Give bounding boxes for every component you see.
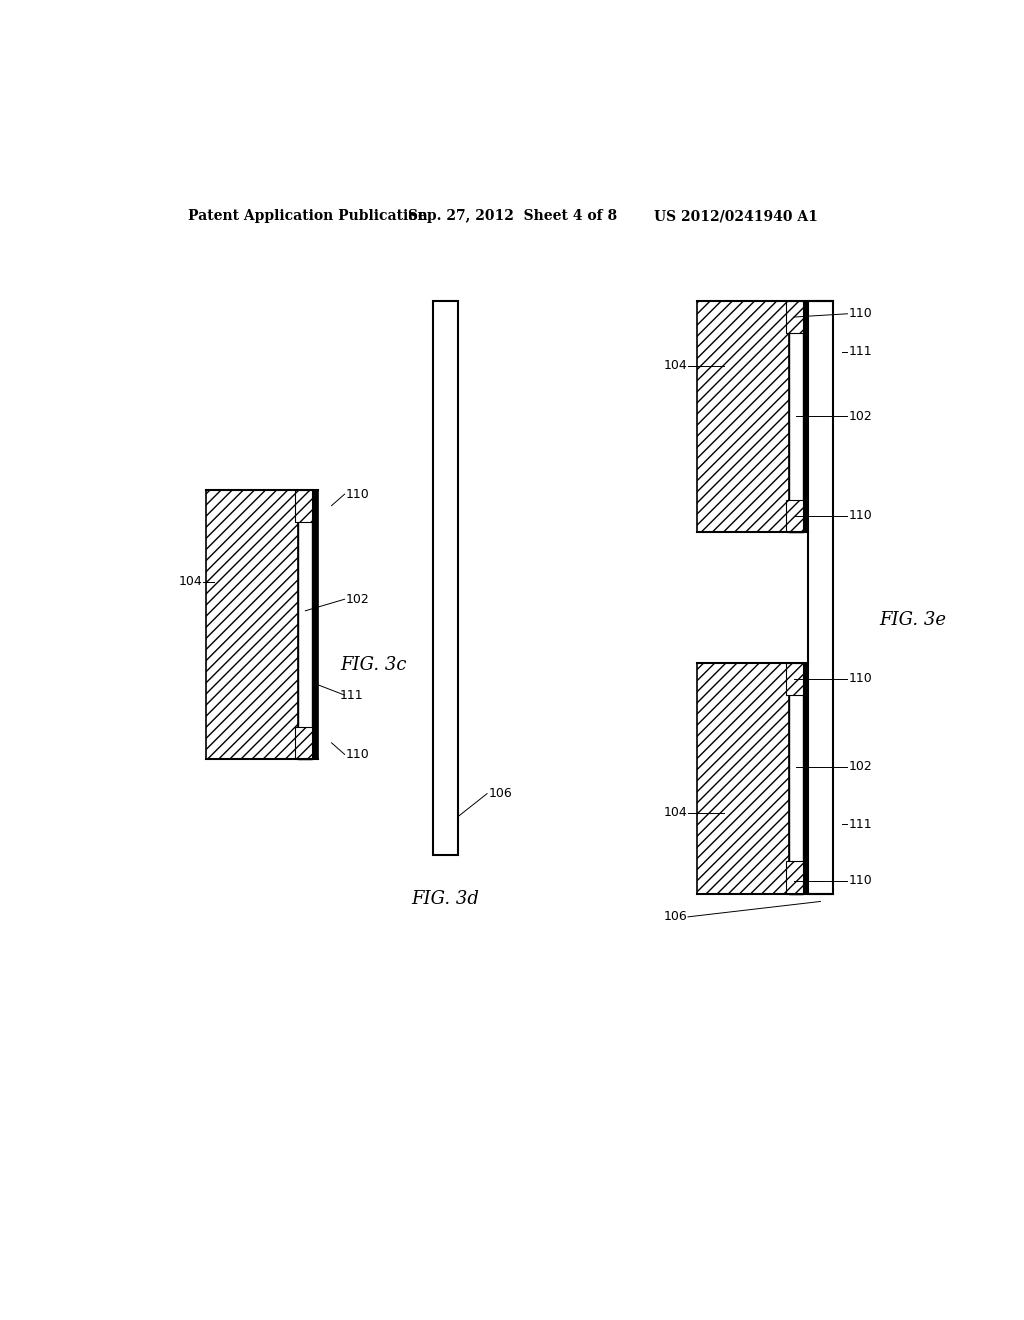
Text: 111: 111: [848, 345, 871, 358]
Text: FIG. 3d: FIG. 3d: [412, 890, 479, 908]
Text: US 2012/0241940 A1: US 2012/0241940 A1: [654, 209, 818, 223]
Text: FIG. 3c: FIG. 3c: [341, 656, 408, 673]
Bar: [803, 663, 808, 894]
Text: 102: 102: [848, 760, 872, 774]
Bar: [295, 490, 312, 521]
Bar: [785, 862, 803, 894]
Text: 110: 110: [848, 308, 872, 321]
Text: 102: 102: [848, 409, 872, 422]
Text: 106: 106: [664, 911, 687, 924]
Text: 111: 111: [848, 818, 871, 832]
Text: Patent Application Publication: Patent Application Publication: [188, 209, 428, 223]
Text: 110: 110: [848, 874, 872, 887]
Text: 104: 104: [664, 359, 687, 372]
Bar: [785, 301, 803, 333]
Text: Sep. 27, 2012  Sheet 4 of 8: Sep. 27, 2012 Sheet 4 of 8: [408, 209, 616, 223]
Bar: [298, 490, 312, 759]
Bar: [206, 490, 298, 759]
Text: 110: 110: [848, 510, 872, 523]
Text: 110: 110: [848, 672, 872, 685]
Bar: [788, 301, 803, 532]
Text: 110: 110: [345, 748, 369, 760]
Text: FIG. 3e: FIG. 3e: [879, 611, 946, 630]
Bar: [312, 490, 317, 759]
Bar: [295, 726, 312, 759]
Bar: [785, 663, 803, 696]
Bar: [696, 663, 788, 894]
Bar: [785, 499, 803, 532]
Bar: [803, 301, 808, 532]
Text: 106: 106: [488, 787, 512, 800]
Bar: [808, 301, 833, 894]
Text: 111: 111: [339, 689, 362, 702]
Text: 104: 104: [664, 807, 687, 820]
Text: 104: 104: [178, 576, 202, 589]
Bar: [433, 301, 458, 855]
Bar: [788, 663, 803, 894]
Text: 102: 102: [345, 593, 369, 606]
Text: 110: 110: [345, 487, 369, 500]
Bar: [696, 301, 788, 532]
